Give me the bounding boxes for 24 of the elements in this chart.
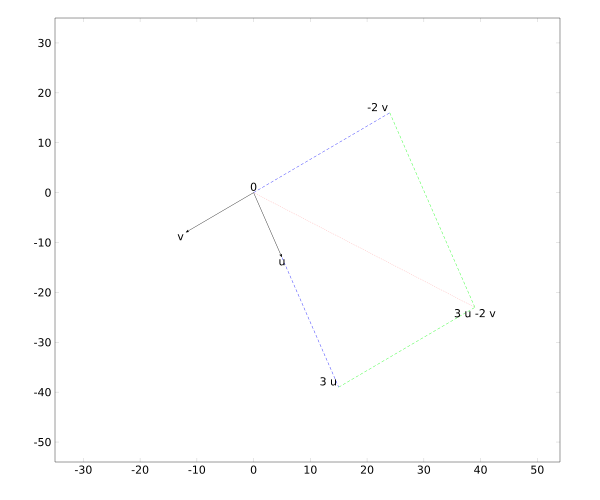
y-tick-label: -50	[34, 438, 51, 446]
y-tick-label: 30	[38, 38, 51, 48]
x-tick-label: 30	[418, 466, 430, 474]
y-tick-label: -40	[34, 388, 51, 396]
y-tick-label: -10	[34, 238, 51, 247]
annotation: v	[178, 234, 184, 240]
x-tick-label: 10	[304, 466, 317, 474]
y-tick-label: -20	[34, 288, 51, 297]
y-tick-label: -30	[34, 338, 51, 346]
annotation: 3 u -2 v	[454, 309, 496, 318]
x-tick-label: 40	[474, 466, 487, 474]
y-tick-label: 10	[38, 138, 51, 147]
annotation: 0	[250, 182, 256, 191]
x-tick-label: -30	[74, 466, 92, 474]
x-tick-label: -10	[188, 466, 206, 474]
y-tick-label: 20	[38, 88, 51, 97]
x-tick-label: 0	[250, 466, 256, 474]
x-tick-label: -20	[132, 466, 148, 474]
annotation: u	[279, 259, 284, 266]
y-tick-label: 0	[45, 188, 51, 197]
x-tick-label: 20	[360, 466, 374, 474]
x-tick-label: 50	[531, 466, 544, 474]
annotation: -2 v	[368, 102, 388, 112]
annotation: 3 u	[320, 377, 336, 386]
